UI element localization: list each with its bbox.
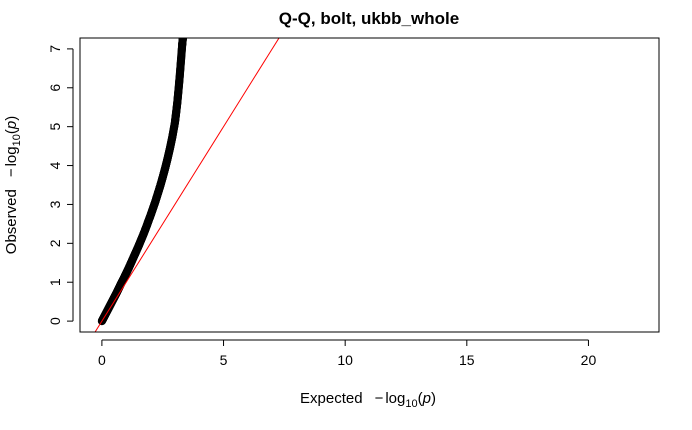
y-tick-label: 1 xyxy=(47,278,63,286)
x-tick-label: 15 xyxy=(459,352,475,368)
y-tick-label: 5 xyxy=(47,123,63,131)
qq-point xyxy=(178,38,187,42)
y-tick-label: 3 xyxy=(47,200,63,208)
y-tick-label: 6 xyxy=(47,84,63,92)
y-axis: 0 1 2 3 4 5 6 7 xyxy=(47,45,74,325)
x-tick-label: 0 xyxy=(98,352,106,368)
x-axis-label: Expected − log10(p) xyxy=(300,390,436,410)
y-tick-label: 4 xyxy=(47,161,63,169)
y-tick-label: 7 xyxy=(47,45,63,53)
y-axis-label: Observed−log10(p) xyxy=(3,116,23,254)
chart-title: Q-Q, bolt, ukbb_whole xyxy=(279,9,459,28)
x-axis: 0 5 10 15 20 xyxy=(98,339,597,368)
x-tick-label: 5 xyxy=(220,352,228,368)
x-tick-label: 10 xyxy=(337,352,353,368)
y-tick-label: 2 xyxy=(47,239,63,247)
x-tick-label: 20 xyxy=(581,352,597,368)
y-tick-label: 0 xyxy=(47,317,63,325)
reference-line xyxy=(94,38,280,332)
data-layer xyxy=(94,38,280,332)
plot-frame xyxy=(79,37,660,333)
